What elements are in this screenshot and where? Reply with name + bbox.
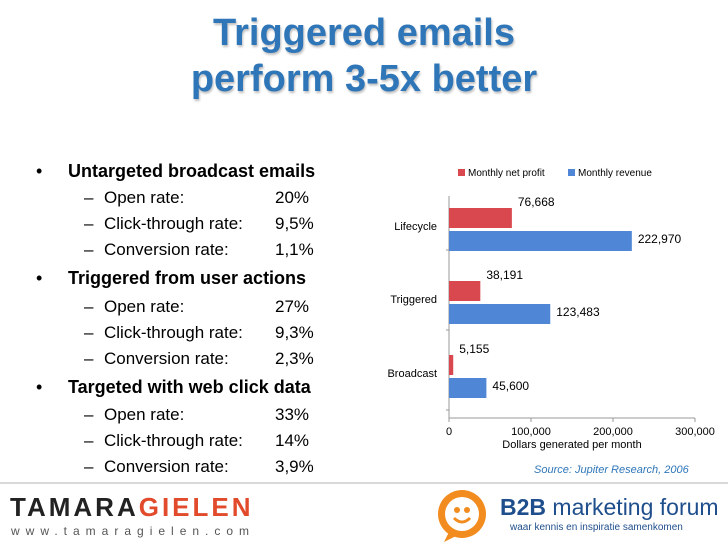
- metric-value: 14%: [275, 431, 310, 450]
- x-axis-title: Dollars generated per month: [502, 439, 641, 451]
- tamaragielen-logo: TAMARAGIELEN: [10, 492, 254, 523]
- metric-label: Open rate:: [104, 297, 185, 316]
- legend-swatch: [568, 169, 575, 176]
- legend-swatch: [458, 169, 465, 176]
- dash-icon: –: [84, 431, 94, 450]
- bar: [449, 231, 632, 251]
- metric-value: 9,3%: [275, 323, 314, 342]
- metric-label: Open rate:: [104, 405, 185, 424]
- bar: [449, 281, 481, 301]
- logo-part-2: GIELEN: [138, 492, 254, 522]
- bar-value-label: 5,155: [459, 342, 489, 356]
- category-label: Broadcast: [387, 368, 437, 380]
- footer: TAMARAGIELEN www.tamaragielen.com B2B ma…: [0, 482, 728, 546]
- dash-icon: –: [84, 240, 94, 259]
- metric-label: Open rate:: [104, 188, 185, 207]
- metric-value: 20%: [275, 188, 310, 207]
- dash-icon: –: [84, 349, 94, 368]
- metric-label: Click-through rate:: [104, 431, 243, 450]
- x-tick-label: 300,000: [675, 426, 715, 438]
- bar-value-label: 76,668: [518, 195, 555, 209]
- bullet-heading-text: Triggered from user actions: [68, 268, 307, 288]
- bullet-list: • Untargeted broadcast emails – Open rate: 2…: [0, 0, 380, 480]
- metric-label: Conversion rate:: [104, 240, 229, 259]
- legend-label: Monthly revenue: [578, 168, 652, 179]
- x-tick-label: 100,000: [511, 426, 551, 438]
- b2b-name-bold: B2B: [500, 494, 547, 520]
- bullet-dot-icon: •: [36, 377, 43, 397]
- b2b-tagline: waar kennis en inspiratie samenkomen: [510, 522, 683, 533]
- logo-part-1: TAMARA: [10, 492, 139, 522]
- bar-value-label: 45,600: [492, 379, 529, 393]
- bar: [449, 355, 454, 375]
- bar-value-label: 38,191: [486, 268, 523, 282]
- bullet-heading-text: Targeted with web click data: [68, 377, 311, 397]
- metric-value: 9,5%: [275, 214, 314, 233]
- bar: [449, 208, 512, 228]
- bar-chart: Monthly net profit Monthly revenue Lifecyc…: [387, 168, 715, 451]
- b2b-name-rest: marketing forum: [546, 494, 719, 520]
- metric-label: Click-through rate:: [104, 214, 243, 233]
- metric-value: 3,9%: [275, 457, 314, 476]
- metric-label: Conversion rate:: [104, 349, 229, 368]
- title-line-2: perform 3-5x better: [190, 58, 538, 100]
- logo-url: www.tamaragielen.com: [11, 524, 256, 538]
- b2b-forum-name: B2B marketing forum: [500, 494, 719, 521]
- source-note: Source: Jupiter Research, 2006: [534, 464, 689, 476]
- category-label: Triggered: [390, 294, 437, 306]
- category-label: Lifecycle: [394, 221, 437, 233]
- bullet-dot-icon: •: [36, 268, 43, 288]
- slide-title: Triggered emails perform 3-5x better: [0, 10, 728, 102]
- metric-value: 27%: [275, 297, 310, 316]
- dash-icon: –: [84, 323, 94, 342]
- metric-label: Conversion rate:: [104, 457, 229, 476]
- legend-label: Monthly net profit: [468, 168, 545, 179]
- dash-icon: –: [84, 188, 94, 207]
- dash-icon: –: [84, 405, 94, 424]
- bar-value-label: 123,483: [556, 305, 600, 319]
- metric-label: Click-through rate:: [104, 323, 243, 342]
- bullet-dot-icon: •: [36, 161, 43, 181]
- smiley-speech-bubble-icon: [438, 490, 486, 542]
- metric-value: 33%: [275, 405, 310, 424]
- dash-icon: –: [84, 457, 94, 476]
- metric-value: 1,1%: [275, 240, 314, 259]
- x-tick-label: 200,000: [593, 426, 633, 438]
- bullet-heading-text: Untargeted broadcast emails: [68, 161, 316, 181]
- dash-icon: –: [84, 214, 94, 233]
- title-line-1: Triggered emails: [212, 12, 515, 54]
- bar: [449, 378, 487, 398]
- bar-value-label: 222,970: [638, 232, 682, 246]
- footer-divider: [0, 482, 728, 484]
- bar: [449, 304, 551, 324]
- dash-icon: –: [84, 297, 94, 316]
- x-tick-label: 0: [446, 426, 452, 438]
- metric-value: 2,3%: [275, 349, 314, 368]
